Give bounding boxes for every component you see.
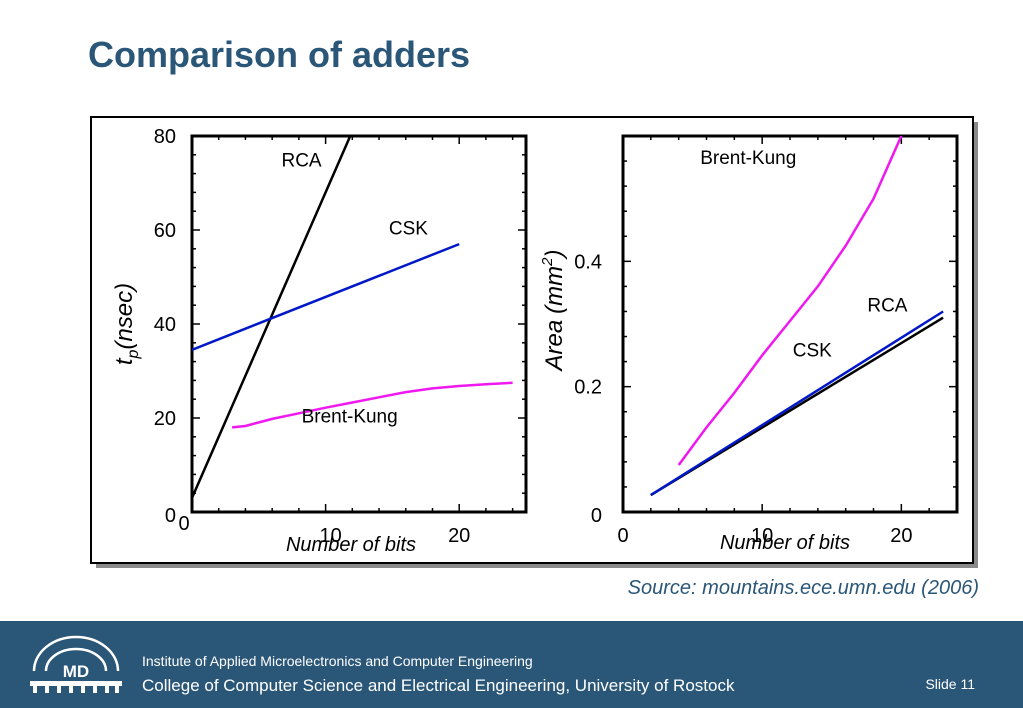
x-tick-label: 20 [448, 525, 470, 547]
y-tick-label: 40 [154, 314, 176, 336]
footer-college: College of Computer Science and Electric… [142, 676, 735, 695]
y-tick-label: 20 [154, 408, 176, 430]
y-tick-label: 80 [154, 126, 176, 148]
series-label-rca: RCA [281, 151, 321, 172]
chart-delay: RCA CSK Brent-Kung 0 10 20 0 20 40 60 80 tp(nsec)… [111, 126, 528, 556]
series-label-rca: RCA [867, 295, 907, 316]
series-line-csk [650, 310, 944, 497]
y-axis-label-delay: tp(nsec) [111, 283, 142, 365]
y-tick-label: 0.4 [574, 251, 602, 273]
y-tick-label: 0 [165, 505, 176, 527]
series-line-csk [192, 242, 460, 351]
series-line-rca [192, 136, 352, 499]
y-axis-label-t: t [111, 357, 138, 365]
series-line-brent-kung [231, 381, 513, 429]
plot-frame-delay [190, 134, 528, 514]
y-axis-label-area-close: ) [541, 249, 568, 260]
figure-frame: RCA CSK Brent-Kung 0 10 20 0 20 40 60 80 tp(nsec)… [90, 116, 974, 564]
tick-labels-area: 0 10 20 0 0.2 0.4 [574, 251, 912, 547]
slide-title: Comparison of adders [88, 34, 471, 75]
source-citation: Source: mountains.ece.umn.edu (2006) [627, 577, 979, 599]
ticks-area [622, 135, 958, 513]
y-axis-label-unit: (nsec) [111, 283, 138, 350]
y-axis-label-area: Area (mm2) [539, 249, 568, 372]
series-line-brent-kung [677, 136, 903, 466]
x-tick-label: 10 [319, 525, 341, 547]
x-axis-label-area: Number of bits [720, 532, 850, 554]
series-label-csk: CSK [793, 341, 832, 362]
md-logo-icon: MD [30, 635, 122, 693]
tick-labels-delay: 0 10 20 0 20 40 60 80 [154, 126, 471, 547]
y-tick-label: 60 [154, 220, 176, 242]
x-axis-label-delay: Number of bits [286, 534, 416, 556]
slide-number: Slide 11 [925, 676, 975, 692]
series-label-csk: CSK [389, 219, 428, 240]
y-axis-label-area-unit: (mm [541, 266, 568, 314]
logo-text: MD [63, 662, 89, 681]
series-labels-delay: RCA CSK Brent-Kung [281, 151, 428, 428]
y-tick-label: 0.2 [574, 377, 602, 399]
footer-bar: MD Institute of Applied Microelectronics… [0, 621, 1023, 708]
series-labels-area: Brent-Kung RCA CSK [700, 148, 908, 361]
y-axis-label-area-word: Area [541, 320, 568, 373]
plot-frame-area [621, 134, 959, 514]
y-axis-label-area-sup: 2 [539, 257, 556, 267]
x-tick-label: 20 [890, 525, 912, 547]
x-tick-label: 0 [617, 525, 628, 547]
ticks-delay [191, 135, 526, 513]
y-axis-label-sub: p [125, 349, 142, 359]
series-area [650, 136, 944, 497]
series-delay [192, 136, 513, 499]
y-tick-label: 0 [591, 505, 602, 527]
x-tick-label: 0 [178, 513, 189, 535]
series-label-brent-kung: Brent-Kung [700, 148, 796, 169]
footer-institute: Institute of Applied Microelectronics an… [142, 653, 533, 669]
series-label-brent-kung: Brent-Kung [302, 407, 398, 428]
x-tick-label: 10 [751, 525, 773, 547]
